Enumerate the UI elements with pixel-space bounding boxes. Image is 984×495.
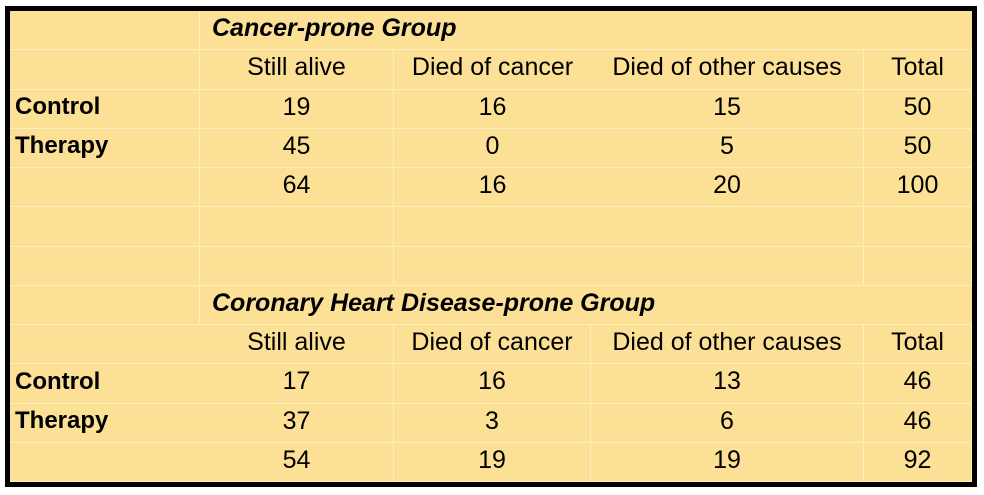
cell-value: 37 <box>200 403 394 443</box>
spreadsheet-sheet: Cancer-prone Group Still alive Died of c… <box>5 6 977 487</box>
empty-cell <box>591 207 864 247</box>
column-header-still-alive: Still alive <box>200 50 394 90</box>
column-header-total: Total <box>864 325 972 365</box>
column-header-died-of-cancer: Died of cancer <box>394 325 591 365</box>
empty-cell <box>200 207 394 247</box>
cell-value: 45 <box>200 128 394 168</box>
empty-cell <box>864 207 972 247</box>
empty-cell <box>864 246 972 286</box>
empty-cell <box>10 207 200 247</box>
empty-cell <box>10 50 200 90</box>
cell-value: 5 <box>591 128 864 168</box>
cell-total: 54 <box>200 442 394 482</box>
empty-cell <box>200 246 394 286</box>
row-label-control: Control <box>10 364 200 404</box>
row-label-empty <box>10 168 200 208</box>
cell-value: 3 <box>394 403 591 443</box>
cell-value: 50 <box>864 89 972 129</box>
empty-cell <box>10 246 200 286</box>
cell-total: 16 <box>394 168 591 208</box>
cell-value: 15 <box>591 89 864 129</box>
cell-grid: Cancer-prone Group Still alive Died of c… <box>10 11 972 482</box>
row-label-empty <box>10 443 200 482</box>
cell-value: 19 <box>200 89 394 129</box>
empty-cell <box>394 247 591 286</box>
empty-cell <box>10 11 200 51</box>
cell-value: 13 <box>591 364 864 404</box>
column-header-died-other-causes: Died of other causes <box>591 50 864 90</box>
empty-cell <box>394 207 591 247</box>
cell-value: 17 <box>200 364 394 404</box>
column-header-still-alive: Still alive <box>200 325 394 365</box>
cell-value: 46 <box>864 364 972 404</box>
column-header-died-of-cancer: Died of cancer <box>394 50 591 90</box>
cell-value: 0 <box>394 129 591 168</box>
cell-total: 19 <box>394 442 591 482</box>
empty-cell <box>10 285 200 325</box>
row-label-control: Control <box>10 89 200 129</box>
row-label-therapy: Therapy <box>10 128 200 168</box>
group-title-cancer: Cancer-prone Group <box>200 11 972 51</box>
group-title-chd: Coronary Heart Disease-prone Group <box>200 286 972 325</box>
empty-cell <box>591 246 864 286</box>
cell-value: 50 <box>864 128 972 168</box>
column-header-died-other-causes: Died of other causes <box>591 325 864 365</box>
row-label-therapy: Therapy <box>10 404 200 443</box>
empty-cell <box>10 325 200 365</box>
column-header-total: Total <box>864 50 972 90</box>
cell-total: 100 <box>864 168 972 208</box>
cell-total: 92 <box>864 442 972 482</box>
cell-total: 20 <box>591 168 864 208</box>
cell-total: 64 <box>200 168 394 208</box>
cell-value: 46 <box>864 403 972 443</box>
cell-total: 19 <box>591 442 864 482</box>
cell-value: 6 <box>591 403 864 443</box>
cell-value: 16 <box>394 90 591 129</box>
cell-value: 16 <box>394 364 591 404</box>
